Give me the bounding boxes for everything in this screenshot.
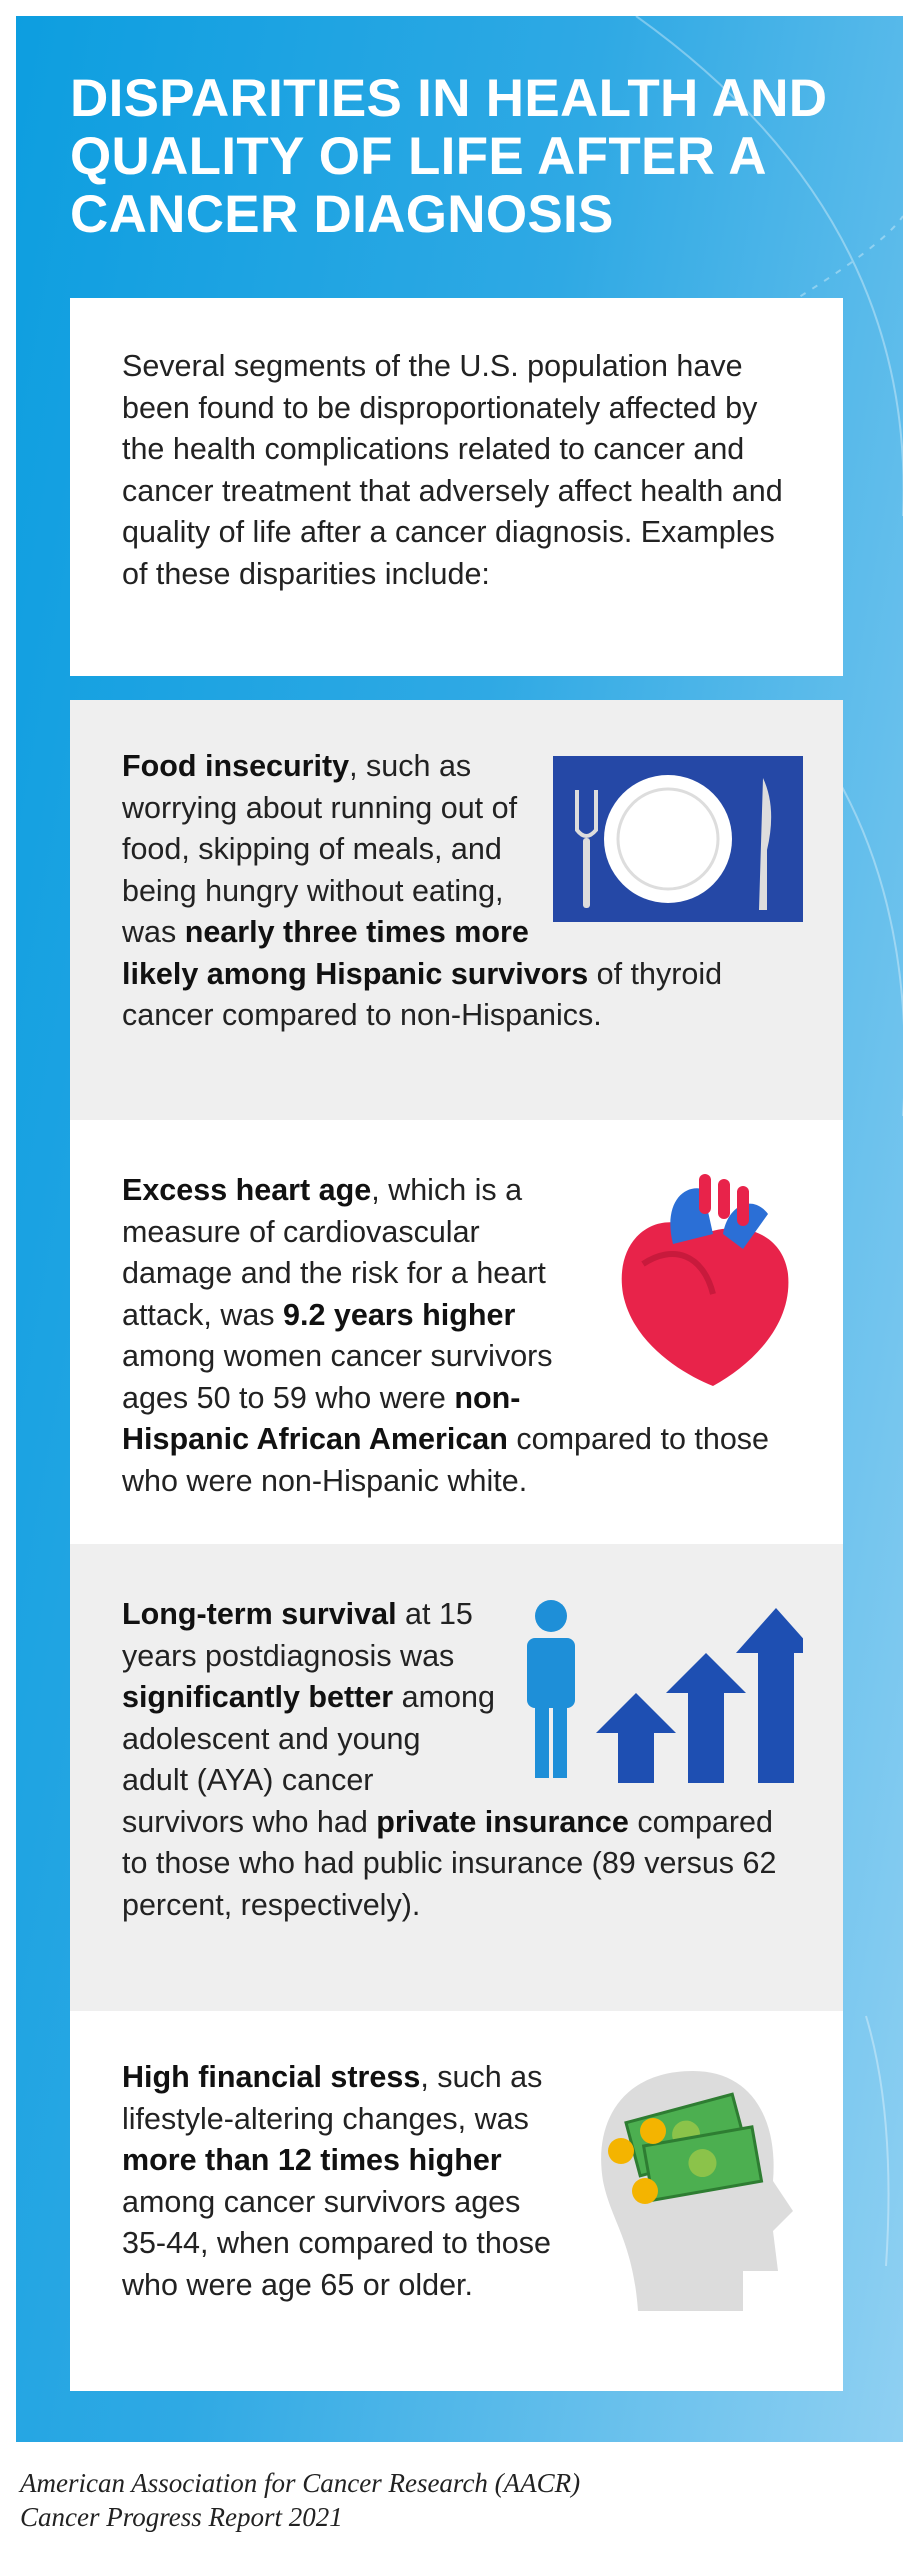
intro-box: Several segments of the U.S. population …: [70, 298, 843, 676]
text: , such as lifestyle-altering changes, wa…: [122, 2060, 543, 2136]
text: among women cancer survivors ages 50 to …: [122, 1339, 553, 1415]
text: at 15 years postdiagnosis was: [122, 1597, 473, 1673]
footer-line: Cancer Progress Report 2021: [20, 2502, 343, 2532]
bold-text: significantly better: [122, 1680, 394, 1714]
item-box: High financial stress, such as lifestyle…: [70, 2011, 843, 2391]
footer-line: American Association for Cancer Research…: [20, 2468, 581, 2498]
bold-text: 9.2 years higher: [283, 1297, 516, 1332]
financial-stress-icon: [601, 2071, 793, 2311]
bold-text: more than 12 times higher: [122, 2143, 502, 2177]
item-text: Excess heart age, which is a measure of …: [122, 1173, 769, 1498]
item-box: Food insecurity, such as worrying about …: [70, 700, 843, 1120]
blue-panel: DISPARITIES IN HEALTH AND QUALITY OF LIF…: [16, 16, 903, 2442]
bold-text: nearly three times more likely among His…: [122, 915, 589, 991]
bold-text: High financial stress: [122, 2060, 421, 2094]
text: among adolescent and young adult (AYA) c…: [122, 1680, 495, 1839]
text: among cancer survivors ages 35-44, when …: [122, 2184, 551, 2302]
footer: American Association for Cancer Research…: [20, 2466, 580, 2534]
item-text: Food insecurity, such as worrying about …: [122, 749, 722, 1032]
intro-text: Several segments of the U.S. population …: [122, 349, 783, 591]
heart-icon: [621, 1174, 789, 1386]
bold-text: private insurance: [376, 1804, 629, 1839]
item-box: Excess heart age, which is a measure of …: [70, 1120, 843, 1544]
plate-icon: [553, 756, 803, 922]
item-text: High financial stress, such as lifestyle…: [122, 2060, 551, 2302]
title: DISPARITIES IN HEALTH AND QUALITY OF LIF…: [70, 69, 828, 244]
item-text: Long-term survival at 15 years postdiagn…: [122, 1597, 776, 1922]
bold-text: Long-term survival: [122, 1597, 397, 1631]
growth-icon: [527, 1600, 803, 1783]
text: compared to those who were non-Hispanic …: [122, 1422, 770, 1498]
text: of thyroid cancer compared to non-Hispan…: [122, 956, 723, 1033]
bold-text: Excess heart age: [122, 1173, 372, 1207]
bold-text: Food insecurity: [122, 749, 350, 783]
text: compared to those who had public insuran…: [122, 1804, 777, 1922]
text: , such as worrying about running out of …: [122, 749, 518, 949]
bold-text: non-Hispanic African American: [122, 1380, 521, 1457]
text: , which is a measure of cardiovascular d…: [122, 1173, 546, 1332]
item-box: Long-term survival at 15 years postdiagn…: [70, 1544, 843, 2011]
